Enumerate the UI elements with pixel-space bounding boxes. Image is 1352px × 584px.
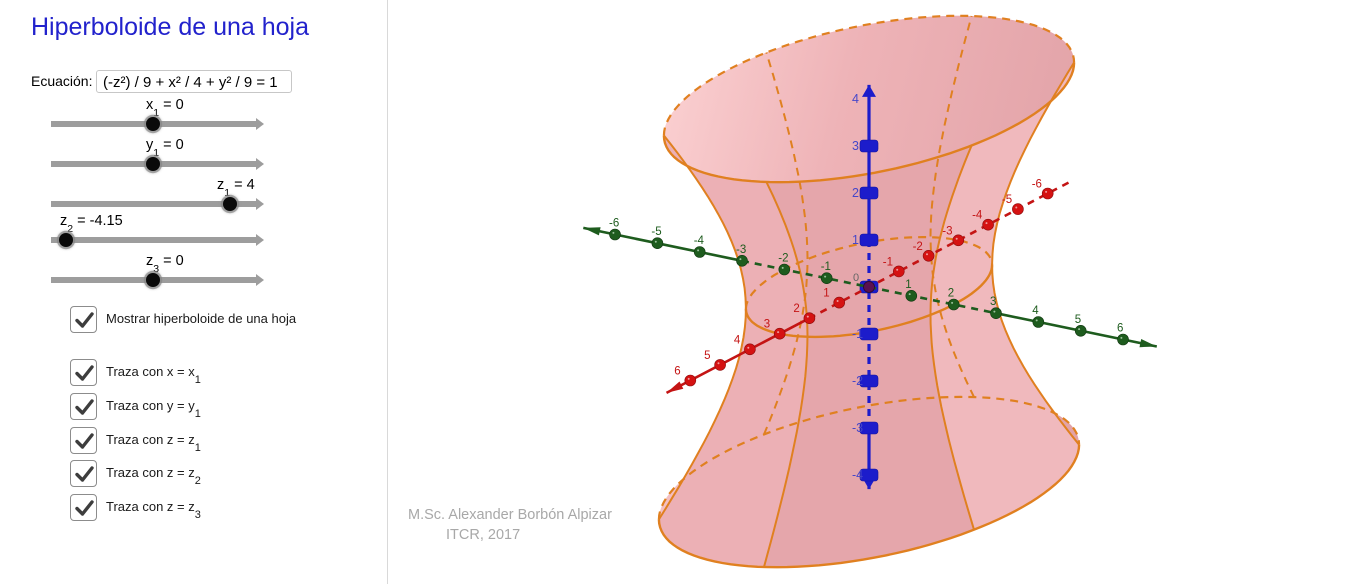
svg-text:-4: -4: [852, 468, 863, 482]
svg-text:5: 5: [1075, 314, 1081, 326]
svg-text:-4: -4: [694, 235, 705, 247]
svg-text:3: 3: [852, 139, 859, 153]
svg-text:1: 1: [852, 233, 859, 247]
svg-text:0: 0: [853, 272, 859, 284]
svg-text:-3: -3: [852, 421, 863, 435]
svg-text:-2: -2: [778, 253, 788, 265]
svg-text:4: 4: [852, 92, 859, 106]
svg-text:2: 2: [948, 288, 954, 300]
svg-text:-5: -5: [1002, 194, 1012, 206]
svg-text:-1: -1: [852, 327, 863, 341]
svg-text:-2: -2: [913, 241, 923, 253]
svg-text:-2: -2: [852, 374, 863, 388]
svg-text:6: 6: [1117, 323, 1123, 335]
svg-text:6: 6: [674, 366, 680, 378]
svg-text:-3: -3: [942, 225, 952, 237]
svg-text:2: 2: [793, 303, 799, 315]
svg-text:4: 4: [1032, 305, 1039, 317]
svg-text:-4: -4: [972, 210, 983, 222]
svg-text:1: 1: [905, 279, 911, 291]
svg-text:1: 1: [823, 288, 829, 300]
svg-text:2: 2: [852, 186, 859, 200]
svg-text:3: 3: [990, 296, 996, 308]
svg-text:-6: -6: [609, 218, 619, 230]
svg-text:5: 5: [704, 350, 710, 362]
svg-text:-6: -6: [1032, 179, 1042, 191]
svg-text:-1: -1: [821, 261, 831, 273]
svg-text:-5: -5: [651, 226, 661, 238]
svg-text:-1: -1: [883, 256, 893, 268]
svg-text:4: 4: [734, 334, 741, 346]
svg-text:-3: -3: [736, 244, 746, 256]
svg-text:3: 3: [764, 319, 770, 331]
